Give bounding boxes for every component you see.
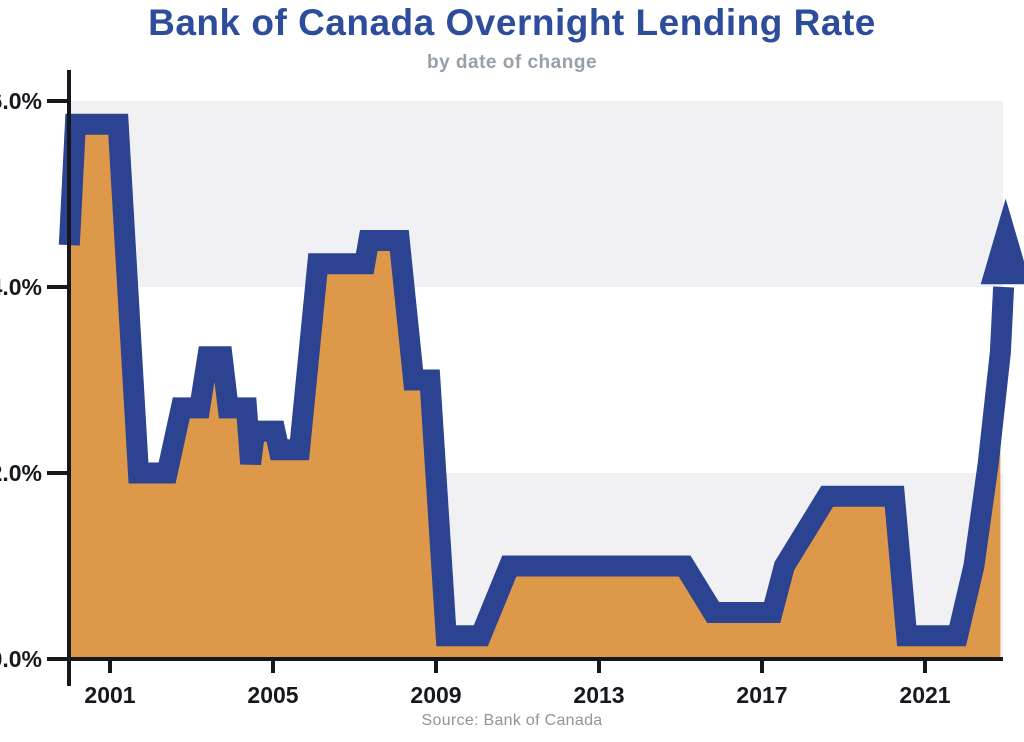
x-axis-tick-label: 2013 [573, 682, 624, 708]
x-axis-tick-label: 2005 [247, 682, 298, 708]
y-axis-tick-label: 6.0% [0, 88, 42, 114]
y-axis-tick-label: 2.0% [0, 460, 42, 486]
trend-arrow-head [980, 198, 1024, 285]
plot-band [69, 101, 1003, 287]
chart-subtitle: by date of change [426, 52, 598, 73]
x-axis-tick-label: 2021 [899, 682, 950, 708]
x-axis-tick-label: 2009 [410, 682, 461, 708]
y-axis-tick-label: 4.0% [0, 274, 42, 300]
rate-line [58, 113, 1015, 647]
y-axis-tick-label: 0.0% [0, 646, 42, 672]
chart-title: Bank of Canada Overnight Lending Rate [148, 2, 876, 43]
rate-area [69, 124, 1001, 660]
chart-source-note: Source: Bank of Canada [421, 712, 603, 729]
x-axis-tick-label: 2017 [736, 682, 787, 708]
x-axis-tick-label: 2001 [84, 682, 135, 708]
